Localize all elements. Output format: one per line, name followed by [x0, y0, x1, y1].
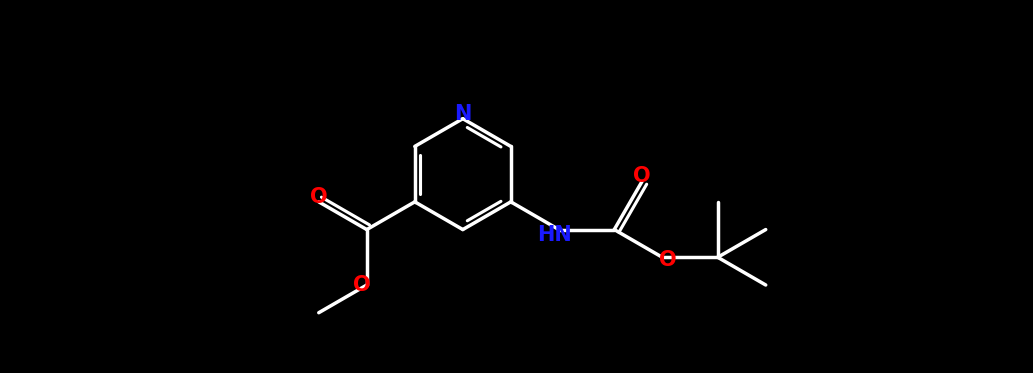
- Text: O: O: [310, 187, 327, 207]
- Text: N: N: [455, 104, 471, 124]
- Text: O: O: [659, 250, 677, 270]
- Text: HN: HN: [537, 225, 572, 245]
- Text: O: O: [633, 166, 651, 186]
- Text: O: O: [352, 275, 370, 295]
